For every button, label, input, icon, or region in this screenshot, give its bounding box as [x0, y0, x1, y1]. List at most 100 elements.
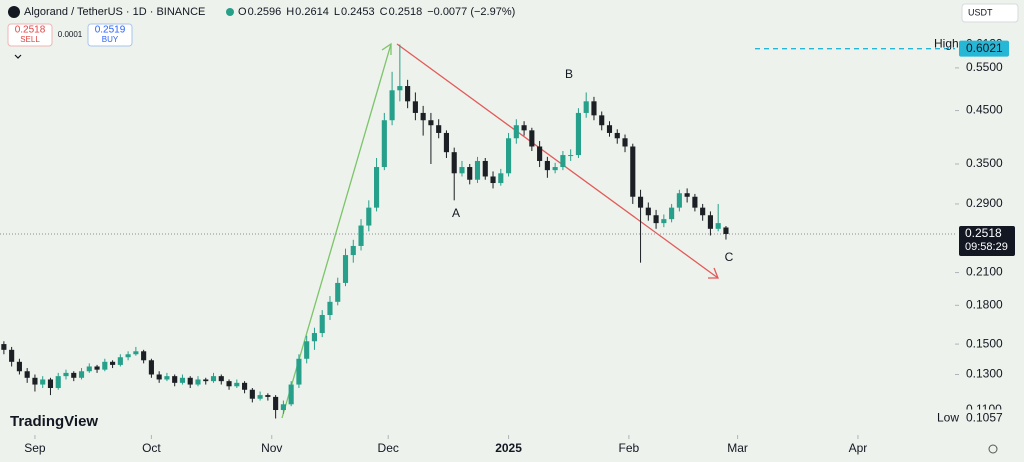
tv-logo[interactable]: TradingView [10, 413, 98, 430]
candle-body [591, 101, 597, 116]
x-tick-label: Feb [619, 441, 640, 455]
currency-button[interactable] [961, 3, 1019, 23]
candle-body [55, 376, 61, 389]
candle-body [645, 207, 651, 216]
candle-body [257, 395, 263, 399]
symbol-logo [8, 6, 20, 18]
candle-body [723, 227, 729, 234]
candle-body [560, 155, 566, 168]
candle-body [467, 167, 473, 180]
candle-body [498, 173, 504, 184]
x-tick-label: Nov [261, 441, 282, 455]
price-change: −0.0077 (−2.97%) [427, 6, 515, 18]
buy-button[interactable] [87, 23, 133, 47]
high-label: High [934, 37, 959, 51]
candle-body [715, 223, 721, 229]
x-tick-label: 2025 [495, 441, 522, 455]
candle-body [179, 377, 186, 383]
grid-group [0, 48, 959, 439]
candle-body [614, 132, 620, 139]
candle-body [374, 167, 380, 208]
candle-body [552, 167, 558, 171]
candle-body [234, 382, 240, 387]
sell-price: 0.2518 [15, 25, 46, 36]
candle-body [653, 215, 659, 224]
ohlc-label: C [380, 6, 388, 18]
currency: USDT [968, 7, 993, 17]
candle-body [692, 196, 698, 208]
candle-body [242, 382, 248, 390]
collapse-icon[interactable] [14, 54, 22, 59]
candle-body [622, 138, 628, 147]
trend-line-down [396, 43, 719, 279]
candle-body [63, 372, 69, 377]
candle-body [71, 372, 77, 378]
settings-icon[interactable] [988, 444, 998, 454]
buy-label: BUY [102, 35, 119, 44]
spread: 0.0001 [58, 30, 83, 39]
candle-body [327, 301, 333, 315]
candle-body [568, 155, 574, 157]
candle-body [436, 125, 442, 133]
candle-body [669, 207, 675, 220]
candle-body [86, 366, 92, 372]
y-tick-label: 0.3500 [966, 156, 1003, 170]
candle-body [304, 341, 310, 359]
candle-body [350, 245, 356, 256]
y-tick-label: 0.2100 [966, 265, 1003, 279]
candle-body [280, 404, 286, 411]
y-tick-label: 0.1300 [966, 367, 1003, 381]
candle-body [459, 167, 465, 174]
candle-body [133, 351, 139, 355]
sell-label: SELL [20, 35, 40, 44]
countdown: 09:58:29 [965, 241, 1008, 253]
candle-body [583, 101, 589, 113]
ohlc-label: L [334, 6, 340, 18]
candle-body [575, 112, 581, 156]
candle-body [342, 255, 349, 283]
candle-body [288, 384, 294, 405]
x-tick-label: Sep [24, 441, 46, 455]
candle-body [311, 333, 318, 342]
low-label: Low [937, 411, 959, 425]
candle-body [296, 358, 302, 385]
x-tick-label: Dec [378, 441, 399, 455]
wave-label: C [725, 250, 734, 264]
candle-body [521, 125, 527, 131]
status-dot [226, 8, 234, 16]
wave-label: A [452, 206, 460, 220]
candle-body [606, 125, 613, 133]
candle-body [537, 146, 543, 161]
candle-body [203, 379, 209, 382]
y-tick-label: 0.1500 [966, 336, 1003, 350]
ohlc-label: H [286, 6, 294, 18]
candle-body [482, 160, 488, 177]
candle-body [637, 196, 644, 208]
candle-body [195, 379, 201, 385]
x-tick-label: Mar [727, 441, 748, 455]
candle-body [420, 112, 426, 121]
candle-body [47, 379, 54, 389]
candle-body [265, 395, 271, 397]
candle-body [9, 349, 15, 362]
symbol-title[interactable]: Algorand / TetherUS · 1D · BINANCE [24, 6, 205, 18]
y-tick-label: 0.5500 [966, 60, 1003, 74]
candle-body [707, 215, 713, 229]
candle-body [428, 120, 434, 126]
sell-button[interactable] [7, 23, 53, 47]
alert-label-box [959, 40, 1009, 57]
candle-body [125, 354, 131, 358]
candle-body [381, 120, 387, 168]
candle-body [661, 219, 667, 224]
candle-body [187, 377, 193, 385]
candle-body [451, 152, 457, 174]
candle-body [676, 193, 682, 208]
candle-body [226, 381, 232, 387]
last-price-box [959, 225, 1015, 256]
candle-body [32, 377, 38, 385]
candle-body [249, 389, 255, 399]
candle-body [599, 115, 605, 126]
ohlc-value: 0.2614 [295, 6, 329, 18]
candle-body [366, 207, 372, 226]
